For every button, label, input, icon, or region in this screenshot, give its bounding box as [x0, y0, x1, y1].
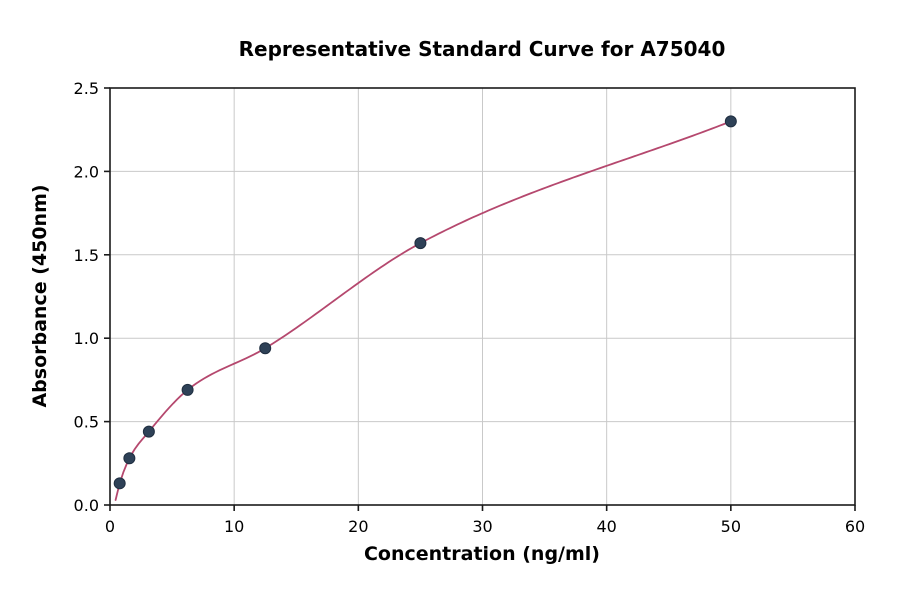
data-point — [414, 237, 427, 250]
y-tick-label: 1.5 — [74, 246, 99, 265]
data-point — [113, 477, 126, 490]
x-tick-label: 30 — [472, 517, 492, 536]
points-layer — [113, 115, 737, 490]
axes-layer: 0 10 20 30 40 50 60 0.0 0.5 1.0 1.5 2.0 2.5 — [74, 79, 866, 536]
y-tick-label: 1.0 — [74, 329, 99, 348]
grid-layer — [109, 87, 856, 506]
x-tick-label: 50 — [721, 517, 741, 536]
y-axis-label: Absorbance (450nm) — [29, 184, 51, 407]
y-tick-label: 2.5 — [74, 79, 99, 98]
x-tick-label: 0 — [105, 517, 115, 536]
curve-layer — [114, 120, 732, 501]
x-tick-label: 60 — [845, 517, 865, 536]
x-tick-label: 20 — [348, 517, 368, 536]
x-tick-label: 40 — [596, 517, 616, 536]
y-tick-label: 0.0 — [74, 496, 99, 515]
data-point — [181, 383, 194, 396]
data-point — [259, 342, 272, 355]
x-axis-label: Concentration (ng/ml) — [364, 543, 600, 565]
fit-curve — [114, 120, 732, 501]
data-point — [142, 425, 155, 438]
x-tick-label: 10 — [224, 517, 244, 536]
y-tick-label: 2.0 — [74, 162, 99, 181]
y-tick-label: 0.5 — [74, 413, 99, 432]
data-point — [724, 115, 737, 128]
data-point — [123, 452, 136, 465]
chart-title: Representative Standard Curve for A75040 — [239, 37, 726, 61]
